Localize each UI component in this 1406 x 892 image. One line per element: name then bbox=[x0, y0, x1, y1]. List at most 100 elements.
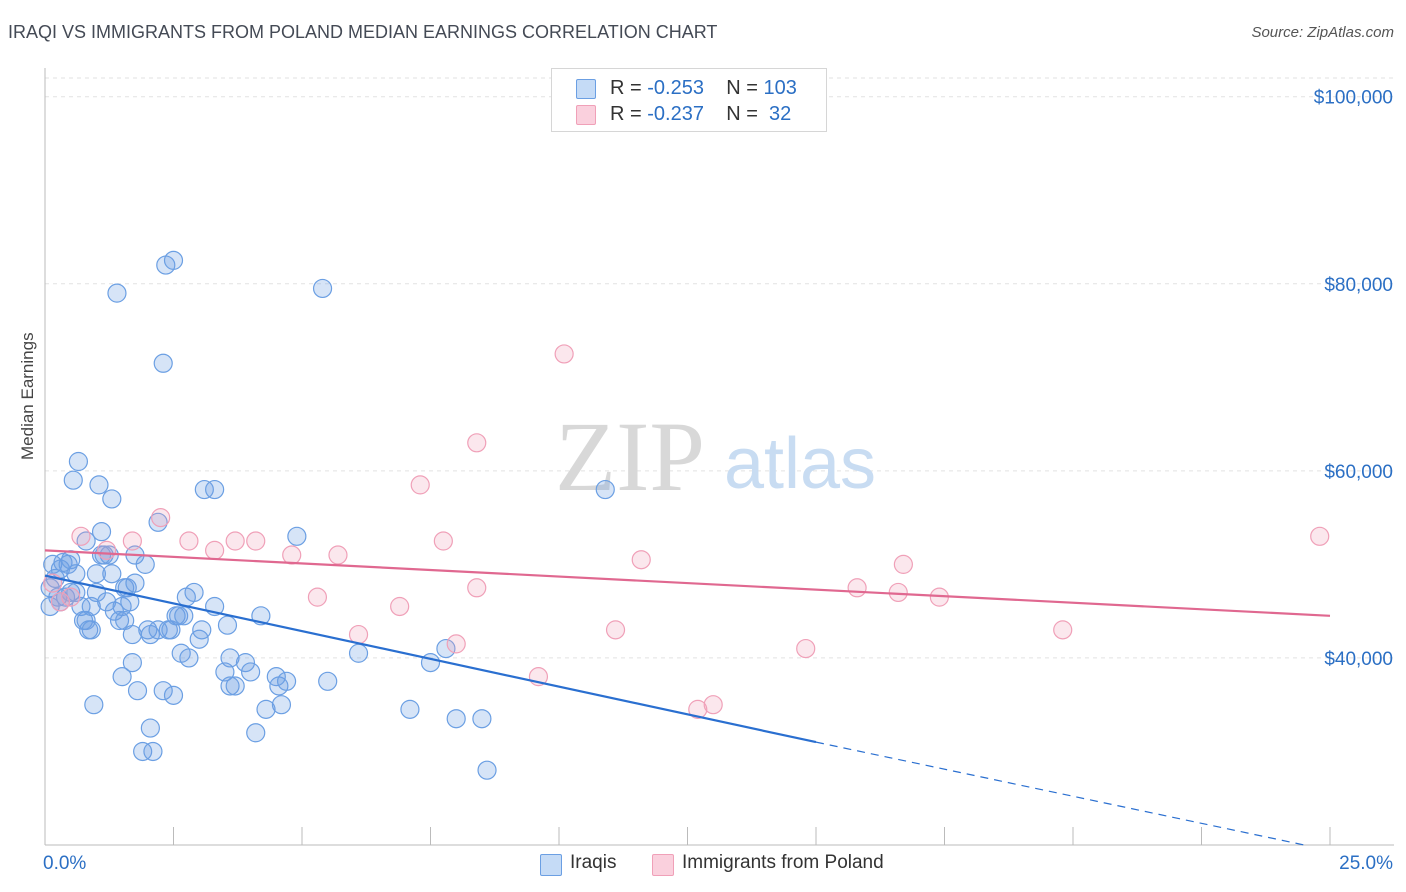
point-poland bbox=[893, 554, 913, 574]
point-poland bbox=[703, 695, 723, 715]
point-poland bbox=[61, 587, 81, 607]
point-poland bbox=[122, 531, 142, 551]
x-tick-label-max: 25.0% bbox=[1339, 853, 1393, 874]
point-iraqis bbox=[112, 667, 132, 687]
tick-labels: $40,000 $60,000 $80,000 $100,000 0.0% 25.0% bbox=[43, 88, 1393, 874]
point-poland bbox=[225, 531, 245, 551]
y-tick-label: $100,000 bbox=[1314, 88, 1393, 109]
stats-r-label: R = bbox=[610, 77, 648, 99]
grid-lines bbox=[45, 77, 1394, 659]
point-poland bbox=[554, 344, 574, 364]
point-poland bbox=[97, 540, 117, 560]
point-poland bbox=[847, 578, 867, 598]
legend-swatch-poland bbox=[652, 854, 674, 876]
x-tick-label-min: 0.0% bbox=[43, 853, 86, 874]
point-iraqis bbox=[192, 620, 212, 640]
point-iraqis bbox=[91, 522, 112, 542]
stats-swatch-iraqis bbox=[576, 79, 596, 99]
series-iraqis bbox=[40, 250, 615, 780]
trend-line-iraqis-extension bbox=[815, 741, 1305, 846]
point-iraqis bbox=[312, 278, 333, 299]
stats-n-label: N = bbox=[726, 103, 764, 125]
point-iraqis bbox=[184, 582, 204, 603]
point-iraqis bbox=[287, 526, 307, 546]
point-iraqis bbox=[107, 283, 127, 303]
trend-line-poland bbox=[44, 549, 1331, 617]
point-poland bbox=[71, 526, 91, 546]
point-iraqis bbox=[400, 699, 420, 719]
watermark: ZIP atlas bbox=[555, 401, 876, 512]
point-poland bbox=[246, 531, 266, 551]
point-iraqis bbox=[256, 699, 276, 719]
point-poland bbox=[605, 620, 626, 640]
point-poland bbox=[205, 540, 225, 560]
point-iraqis bbox=[225, 676, 245, 696]
point-iraqis bbox=[140, 718, 160, 738]
point-iraqis bbox=[169, 606, 189, 626]
point-iraqis bbox=[133, 741, 153, 762]
point-iraqis bbox=[163, 250, 184, 270]
point-iraqis bbox=[276, 671, 297, 691]
point-poland bbox=[328, 545, 348, 565]
point-iraqis bbox=[179, 648, 199, 668]
point-iraqis bbox=[271, 695, 292, 715]
stats-r-value-iraqis: -0.253 bbox=[647, 77, 704, 99]
point-iraqis bbox=[246, 723, 266, 743]
point-iraqis bbox=[348, 643, 369, 663]
stats-swatch-poland bbox=[576, 105, 596, 125]
point-iraqis bbox=[102, 564, 122, 584]
point-iraqis bbox=[477, 760, 497, 780]
point-poland bbox=[1310, 526, 1330, 546]
point-iraqis bbox=[446, 709, 466, 729]
point-iraqis bbox=[68, 451, 89, 472]
point-iraqis bbox=[472, 709, 492, 729]
point-poland bbox=[796, 638, 816, 659]
point-iraqis bbox=[122, 653, 142, 673]
point-iraqis bbox=[420, 653, 441, 673]
point-poland bbox=[1053, 620, 1073, 640]
legend-label-iraqis: Iraqis bbox=[570, 852, 617, 873]
stats-n-value-iraqis: 103 bbox=[763, 77, 797, 99]
point-iraqis bbox=[318, 671, 338, 691]
chart-title: IRAQI VS IMMIGRANTS FROM POLAND MEDIAN E… bbox=[8, 22, 718, 42]
point-iraqis bbox=[235, 653, 256, 673]
watermark-atlas: atlas bbox=[724, 424, 876, 504]
point-poland bbox=[446, 634, 466, 654]
point-poland bbox=[151, 508, 171, 528]
stats-box: R = -0.253 N = 103 R = -0.237 N = 32 bbox=[551, 68, 827, 132]
y-tick-label: $60,000 bbox=[1324, 462, 1393, 483]
point-iraqis bbox=[127, 681, 148, 701]
point-iraqis bbox=[174, 606, 194, 626]
source-label: Source: ZipAtlas.com bbox=[1251, 24, 1394, 41]
point-iraqis bbox=[217, 615, 238, 635]
point-iraqis bbox=[109, 610, 130, 631]
point-poland bbox=[410, 475, 430, 495]
point-iraqis bbox=[205, 479, 225, 500]
point-iraqis bbox=[220, 676, 240, 696]
point-poland bbox=[467, 433, 487, 453]
stats-r-label: R = bbox=[610, 103, 648, 125]
legend-label-poland: Immigrants from Poland bbox=[682, 852, 884, 873]
point-iraqis bbox=[135, 554, 155, 574]
point-poland bbox=[467, 578, 487, 598]
point-iraqis bbox=[63, 470, 83, 490]
stats-n-label: N = bbox=[726, 77, 764, 99]
point-poland bbox=[179, 531, 199, 551]
point-poland bbox=[433, 531, 453, 551]
point-poland bbox=[631, 550, 651, 570]
y-tick-label: $40,000 bbox=[1324, 649, 1393, 670]
point-iraqis bbox=[125, 573, 145, 593]
point-iraqis bbox=[89, 475, 109, 495]
point-iraqis bbox=[143, 741, 163, 762]
point-poland bbox=[390, 596, 410, 617]
point-iraqis bbox=[595, 479, 615, 500]
stats-r-value-poland: -0.237 bbox=[647, 103, 704, 125]
point-iraqis bbox=[153, 681, 173, 701]
point-iraqis bbox=[194, 479, 214, 500]
point-iraqis bbox=[436, 638, 456, 659]
point-poland bbox=[282, 545, 302, 565]
point-iraqis bbox=[81, 620, 101, 640]
axes bbox=[44, 68, 1394, 846]
point-iraqis bbox=[153, 353, 173, 373]
